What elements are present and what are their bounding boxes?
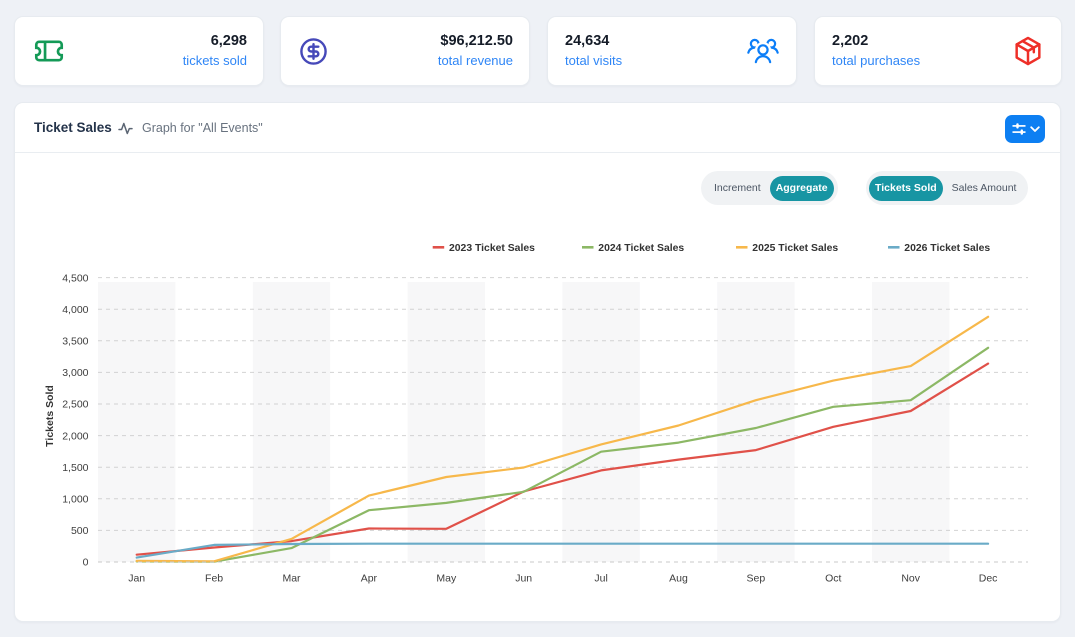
svg-text:2,000: 2,000: [62, 430, 88, 442]
svg-text:4,000: 4,000: [62, 304, 88, 316]
svg-text:Jul: Jul: [594, 573, 607, 585]
svg-text:Dec: Dec: [979, 573, 998, 585]
svg-text:2024 Ticket Sales: 2024 Ticket Sales: [598, 243, 684, 254]
svg-text:2023 Ticket Sales: 2023 Ticket Sales: [449, 243, 535, 254]
svg-text:Feb: Feb: [205, 573, 223, 585]
svg-text:3,500: 3,500: [62, 336, 88, 348]
svg-text:500: 500: [71, 525, 89, 537]
svg-text:Jun: Jun: [515, 573, 532, 585]
svg-text:Jan: Jan: [128, 573, 145, 585]
svg-text:Nov: Nov: [901, 573, 920, 585]
svg-text:Oct: Oct: [825, 573, 841, 585]
svg-text:Apr: Apr: [361, 573, 378, 585]
svg-text:2,500: 2,500: [62, 399, 88, 411]
svg-text:3,000: 3,000: [62, 367, 88, 379]
svg-text:2025 Ticket Sales: 2025 Ticket Sales: [752, 243, 838, 254]
svg-text:Mar: Mar: [282, 573, 301, 585]
svg-text:May: May: [436, 573, 457, 585]
svg-text:1,000: 1,000: [62, 494, 88, 506]
svg-text:4,500: 4,500: [62, 272, 88, 284]
svg-text:Sep: Sep: [747, 573, 766, 585]
svg-text:1,500: 1,500: [62, 462, 88, 474]
svg-text:Aug: Aug: [669, 573, 688, 585]
svg-text:Tickets Sold: Tickets Sold: [44, 385, 56, 447]
svg-text:2026 Ticket Sales: 2026 Ticket Sales: [904, 243, 990, 254]
svg-text:0: 0: [83, 557, 89, 569]
